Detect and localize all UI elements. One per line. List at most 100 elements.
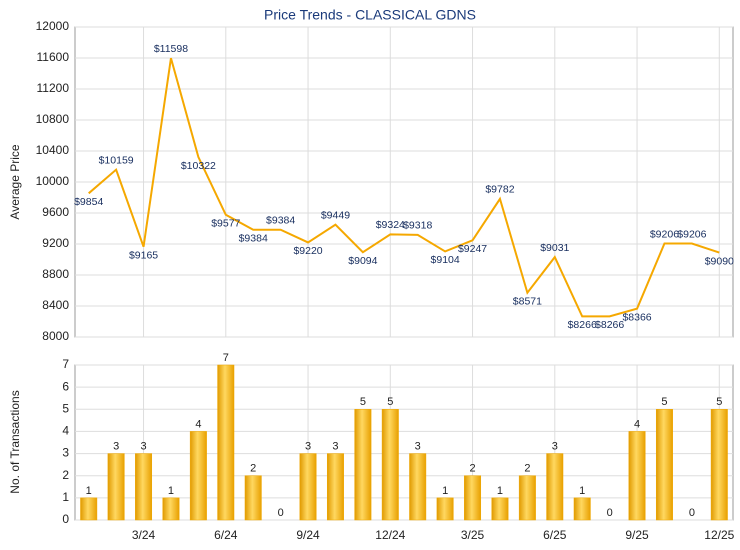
- data-label: 1: [579, 485, 585, 497]
- bar: [409, 453, 427, 521]
- bar: [518, 475, 536, 521]
- bar: [628, 431, 646, 521]
- data-label: $9165: [129, 249, 158, 261]
- data-label: 5: [716, 396, 722, 408]
- data-label: $8266: [595, 319, 624, 331]
- data-label: $9090: [705, 255, 734, 267]
- data-label: 1: [168, 485, 174, 497]
- y-tick-label: 10400: [36, 143, 70, 157]
- x-tick-label: 9/24: [296, 528, 320, 542]
- data-label: 4: [195, 418, 201, 430]
- data-label: $9384: [266, 215, 295, 227]
- data-label: $9577: [211, 218, 240, 230]
- x-tick-label: 6/24: [214, 528, 238, 542]
- bar: [354, 409, 372, 521]
- x-tick-label: 6/25: [543, 528, 567, 542]
- data-label: $9324: [376, 219, 405, 231]
- data-label: $9206: [650, 228, 679, 240]
- data-label: 3: [140, 440, 146, 452]
- y-tick-label: 5: [62, 401, 69, 415]
- bar: [710, 409, 728, 521]
- y-tick-label: 9600: [42, 205, 69, 219]
- bar: [546, 453, 564, 521]
- x-tick-label: 12/25: [704, 528, 734, 542]
- data-label: $9782: [485, 184, 514, 196]
- data-label: $9247: [458, 243, 487, 255]
- chart-title: Price Trends - CLASSICAL GDNS: [264, 7, 476, 23]
- y-axis-label: No. of Transactions: [8, 390, 22, 493]
- data-label: 5: [360, 396, 366, 408]
- bar: [326, 453, 344, 521]
- data-label: 3: [552, 440, 558, 452]
- y-tick-label: 0: [62, 512, 69, 526]
- y-tick-label: 10000: [36, 174, 70, 188]
- x-tick-label: 9/25: [625, 528, 649, 542]
- data-label: $9449: [321, 209, 350, 221]
- bar: [655, 409, 673, 521]
- y-axis-label: Average Price: [8, 144, 22, 219]
- data-label: $10322: [181, 160, 216, 172]
- data-label: $9318: [403, 220, 432, 232]
- data-label: $8266: [568, 319, 597, 331]
- data-label: 4: [634, 418, 640, 430]
- data-label: 2: [469, 463, 475, 475]
- data-label: $9094: [348, 255, 377, 267]
- data-label: 0: [278, 507, 284, 519]
- bar: [135, 453, 153, 521]
- data-label: $9384: [239, 233, 268, 245]
- y-tick-label: 12000: [36, 19, 70, 33]
- data-label: $9104: [431, 254, 460, 266]
- y-tick-label: 11600: [37, 50, 70, 64]
- data-label: 2: [250, 463, 256, 475]
- y-tick-label: 8800: [42, 267, 69, 281]
- data-label: $9854: [74, 196, 103, 208]
- y-tick-label: 11200: [37, 81, 70, 95]
- data-label: $11598: [154, 43, 188, 55]
- bar: [244, 475, 262, 521]
- x-tick-label: 3/24: [132, 528, 156, 542]
- y-tick-label: 6: [62, 379, 69, 393]
- data-label: 3: [305, 440, 311, 452]
- bar: [162, 497, 180, 521]
- x-tick-label: 12/24: [375, 528, 405, 542]
- data-label: $9206: [677, 228, 706, 240]
- bar: [299, 453, 317, 521]
- y-tick-label: 3: [62, 446, 69, 460]
- data-label: 7: [223, 352, 229, 364]
- y-tick-label: 7: [62, 357, 69, 371]
- bar: [573, 497, 591, 521]
- bar: [464, 475, 482, 521]
- data-label: 1: [497, 485, 503, 497]
- data-label: 2: [524, 463, 530, 475]
- data-label: $8366: [622, 311, 651, 323]
- y-tick-label: 4: [62, 424, 69, 438]
- price-line: [88, 57, 720, 318]
- data-label: 1: [86, 485, 92, 497]
- data-label: $9031: [540, 242, 569, 254]
- y-tick-label: 9200: [42, 236, 69, 250]
- y-tick-label: 8400: [42, 298, 69, 312]
- y-tick-label: 1: [62, 490, 69, 504]
- bar: [107, 453, 125, 521]
- y-tick-label: 10800: [36, 112, 70, 126]
- data-label: 0: [607, 507, 613, 519]
- data-label: 5: [661, 396, 667, 408]
- y-tick-label: 2: [62, 468, 69, 482]
- bar: [189, 431, 207, 521]
- data-label: $8571: [513, 296, 542, 308]
- data-label: $10159: [99, 154, 134, 166]
- data-label: 1: [442, 485, 448, 497]
- bar: [381, 409, 399, 521]
- y-tick-label: 8000: [42, 329, 69, 343]
- data-label: 5: [387, 396, 393, 408]
- data-label: 3: [113, 440, 119, 452]
- data-label: $9220: [293, 245, 322, 257]
- bar: [217, 364, 235, 521]
- bar: [491, 497, 509, 521]
- data-label: 3: [415, 440, 421, 452]
- data-label: 3: [332, 440, 338, 452]
- x-tick-label: 3/25: [461, 528, 485, 542]
- data-label: 0: [689, 507, 695, 519]
- bar: [436, 497, 454, 521]
